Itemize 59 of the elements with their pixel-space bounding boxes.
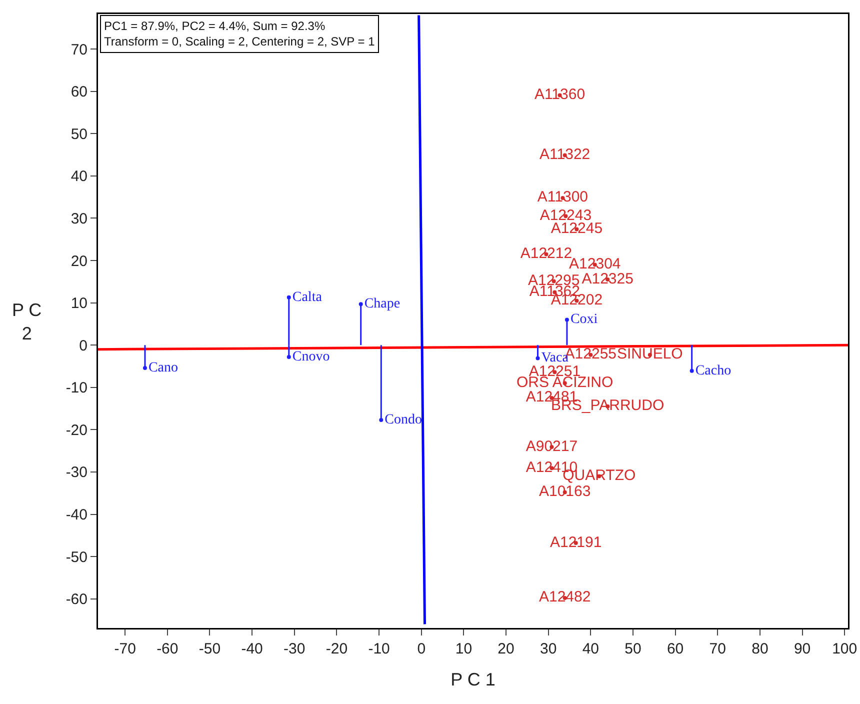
data-label: Cnovo	[292, 349, 330, 364]
x-tick-label: 50	[624, 640, 642, 658]
data-label: Chape	[364, 296, 400, 312]
data-label: Calta	[292, 290, 323, 305]
x-tick-label: 70	[709, 640, 726, 658]
data-label: SINUELO	[616, 346, 683, 363]
point	[564, 318, 569, 322]
y-tick-label: -60	[66, 591, 88, 608]
y-tick-label: -40	[66, 506, 88, 524]
point	[286, 295, 291, 300]
data-label: Cano	[148, 360, 178, 376]
x-tick-label: 90	[794, 640, 811, 658]
point	[379, 418, 384, 422]
y-tick-label: -20	[66, 422, 88, 439]
point	[690, 368, 694, 373]
y-tick-label: 10	[70, 295, 88, 312]
y-tick-label: 0	[79, 337, 88, 354]
x-tick-label: 60	[666, 640, 684, 658]
x-tick-label: 30	[540, 640, 557, 658]
point	[286, 354, 291, 359]
point	[536, 356, 540, 360]
x-axis-title: P C 1	[450, 669, 496, 690]
data-label: A11322	[540, 146, 590, 163]
data-label: Condo	[384, 412, 422, 428]
y-tick-label: -50	[66, 548, 88, 566]
y-tick-label: 70	[70, 41, 88, 58]
x-tick-label: -20	[326, 640, 348, 658]
x-tick-label: 40	[582, 640, 600, 658]
data-label: A12482	[538, 588, 591, 606]
x-tick-label: -40	[241, 640, 263, 658]
x-tick-label: -30	[284, 640, 306, 658]
point	[358, 302, 363, 306]
x-tick-label: -10	[368, 640, 390, 658]
data-label: A12191	[550, 534, 602, 551]
y-tick-label: 50	[70, 126, 88, 143]
x-tick-label: 20	[498, 640, 514, 658]
x-tick-label: -70	[114, 640, 136, 658]
data-label: A10163	[538, 483, 591, 500]
data-label: A11360	[534, 86, 586, 103]
data-label: A12325	[582, 270, 634, 288]
data-label: A90217	[526, 438, 578, 455]
y-tick-label: 60	[70, 84, 88, 101]
data-label: Cacho	[695, 363, 732, 378]
x-tick-label: 100	[832, 640, 858, 658]
y-axis-title: P C 2	[12, 300, 42, 344]
x-tick-label: -60	[156, 640, 178, 658]
data-label: Coxi	[570, 312, 598, 328]
data-label: A11300	[537, 188, 588, 206]
y-tick-label: 40	[70, 168, 88, 186]
x-tick-label: -50	[198, 640, 221, 658]
y-tick-label: -10	[66, 380, 88, 397]
y-tick-label: 20	[70, 252, 88, 270]
point	[142, 366, 147, 370]
y-tick-label: -30	[66, 464, 88, 482]
x-tick-label: 10	[455, 640, 472, 658]
annotation: PC1 = 87.9%, PC2 = 4.4%, Sum = 92.3% Transform = 0, Scaling = 2, Centering = 2, SVP = 1	[104, 19, 376, 49]
x-tick-label: 80	[752, 640, 768, 658]
y-tick-label: 30	[70, 210, 88, 228]
x-tick-label: 0	[417, 640, 426, 658]
